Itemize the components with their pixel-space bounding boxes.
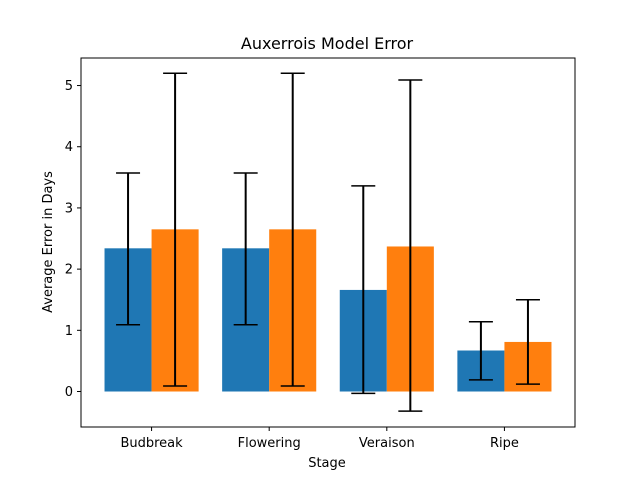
x-tick-label-budbreak: Budbreak	[120, 436, 183, 451]
y-axis-label: Average Error in Days	[41, 171, 56, 313]
x-axis-label: Stage	[308, 456, 346, 471]
x-tick-label-veraison: Veraison	[359, 436, 415, 451]
y-tick-label: 1	[65, 324, 73, 339]
x-tick-label-flowering: Flowering	[238, 436, 301, 451]
y-tick-label: 3	[65, 201, 73, 216]
plot-frame	[80, 57, 576, 428]
x-tick-label-ripe: Ripe	[490, 436, 519, 451]
y-ticks-group: 0 1 2 3 4 5	[65, 79, 81, 400]
error-bars-group	[116, 72, 540, 412]
y-tick-label: 4	[65, 140, 73, 155]
y-tick-label: 5	[65, 79, 73, 94]
bars-group	[104, 229, 552, 392]
chart-title: Auxerrois Model Error	[241, 34, 414, 53]
y-tick-label: 2	[65, 263, 73, 278]
x-ticks-group: Budbreak Flowering Veraison Ripe	[120, 427, 519, 451]
y-tick-label: 0	[65, 385, 73, 400]
